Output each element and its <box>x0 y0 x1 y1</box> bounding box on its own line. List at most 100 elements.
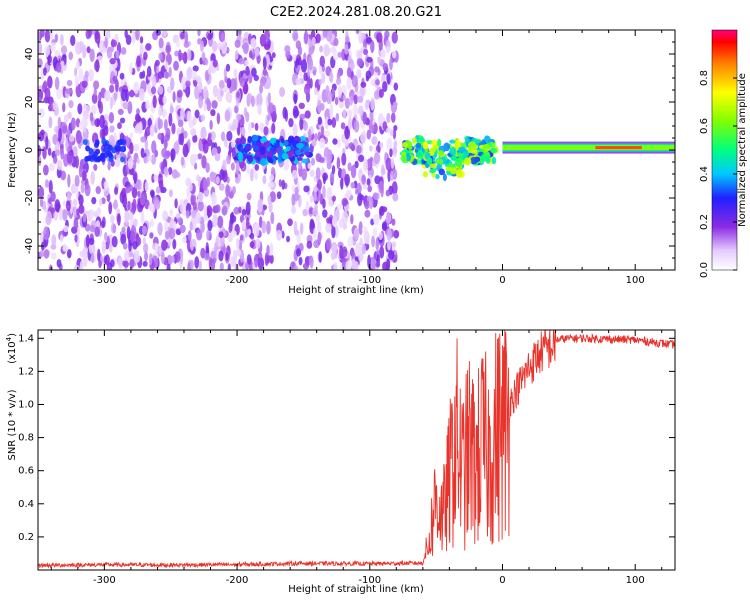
spectrogram-cell <box>142 237 146 245</box>
spectrogram-cell <box>331 243 337 254</box>
spectrogram-cell <box>79 260 84 270</box>
spectrogram-cell <box>52 133 59 145</box>
spectrogram-cell <box>54 33 59 43</box>
spectrogram-cell <box>38 42 43 56</box>
spectrogram-cell <box>84 70 89 78</box>
spectrogram-cell <box>94 142 100 149</box>
spectrogram-cell <box>129 142 134 155</box>
spectrogram-cell <box>326 161 332 170</box>
spectrogram-cell <box>407 141 413 151</box>
spectrogram-cell <box>91 196 97 205</box>
spectrogram-cell <box>218 231 224 238</box>
spectrogram-cell <box>315 33 321 44</box>
spectrogram-cell <box>174 251 181 263</box>
spectrogram-cell <box>87 30 93 38</box>
spectrogram-cell <box>149 189 155 197</box>
spectrogram-cell <box>45 136 49 150</box>
spectrogram-cell <box>197 200 204 212</box>
spectrogram-cell <box>468 141 476 148</box>
spectrogram-cell <box>431 173 436 178</box>
colorbar-ramp <box>711 29 738 271</box>
spectrogram-cell <box>101 240 107 254</box>
spectrogram-cell <box>329 171 335 184</box>
spectrogram-cell <box>171 122 176 135</box>
spectrogram-cell <box>326 156 331 164</box>
spectrogram-cell <box>100 220 105 229</box>
spectrogram-cell <box>99 39 104 51</box>
spectrogram-cell <box>88 148 94 155</box>
spectrogram-cell <box>264 141 270 149</box>
spectrogram-cell <box>341 133 346 143</box>
spectrogram-cell <box>75 130 82 144</box>
spectrogram-cell <box>201 51 206 62</box>
spectrogram-cell <box>101 128 106 140</box>
spectrogram-cell <box>245 65 250 76</box>
spectrogram-cell <box>245 261 249 270</box>
spectrogram-cell <box>185 80 191 87</box>
spectrogram-cell <box>224 137 228 148</box>
spectrogram-cell <box>272 110 277 120</box>
spectrogram-cell <box>388 250 395 260</box>
spectrogram-cell <box>218 250 224 262</box>
spectrogram-cell <box>157 71 164 80</box>
spectrogram-cell <box>311 140 317 147</box>
spectrogram-cell <box>342 108 347 119</box>
spectrogram-cell <box>48 116 53 129</box>
spectrogram-cell <box>183 40 190 49</box>
spectrogram-cell <box>93 156 99 163</box>
spectrogram-cell <box>148 204 153 211</box>
spectrogram-cell <box>246 164 251 175</box>
spectrogram-cell <box>376 32 383 43</box>
spectrogram-cell <box>319 102 325 111</box>
spectrogram-cell <box>93 88 97 96</box>
spectrogram-cell <box>280 138 285 144</box>
spectrogram-cell <box>331 165 336 175</box>
spectrogram-cell <box>129 231 136 243</box>
spectrogram-cell <box>241 220 247 230</box>
spectrogram-cell <box>39 30 45 38</box>
spectrogram-cell <box>341 246 348 258</box>
spectrogram-cell <box>286 235 291 243</box>
spectrogram-cell <box>385 127 391 134</box>
spectrogram-cell <box>77 103 83 115</box>
spectrogram-cell <box>66 150 73 164</box>
spectrogram-cell <box>392 147 398 155</box>
spectrogram-cell <box>78 164 83 178</box>
spectrogram-cell <box>386 46 391 54</box>
spectrogram-cell <box>322 172 329 181</box>
spectrogram-cell <box>307 128 312 143</box>
spectrogram-cell <box>322 30 328 39</box>
spectrogram-cell <box>104 90 111 102</box>
spectrogram-cell <box>142 260 148 267</box>
colorbar: 0.0 0.2 0.4 0.6 0.8 Normalized spectral ampl… <box>699 29 748 278</box>
spectrogram-cell <box>161 239 168 251</box>
spectrogram-cell <box>56 159 63 171</box>
spectrogram-cell <box>56 259 62 268</box>
spectrogram-cell <box>298 266 302 270</box>
spectrogram-cell <box>136 108 140 115</box>
spectrogram-cell <box>75 41 80 55</box>
spectrogram-cell <box>326 237 332 251</box>
colorbar-tick-label: 0.2 <box>699 214 710 230</box>
spectrogram-cell <box>58 207 63 221</box>
spectrogram-cell <box>67 174 71 188</box>
spectrogram-cell <box>246 192 252 201</box>
spectrogram-cell <box>38 90 43 102</box>
spectrogram-cell <box>344 125 351 140</box>
spectrogram-cell <box>177 217 182 224</box>
spectrogram-cell <box>145 43 152 51</box>
spectrogram-cell <box>247 154 254 163</box>
spectrogram-cell <box>297 64 301 71</box>
spectrogram-cell <box>355 30 360 35</box>
spectrogram-cell <box>112 223 117 234</box>
spectrogram-cell <box>281 230 285 239</box>
spectrogram-cell <box>68 134 75 142</box>
spectrogram-cell <box>346 67 352 78</box>
spectrogram-x-ticks: -300 -200 -100 0 100 <box>50 30 663 286</box>
spectrogram-cell <box>219 235 225 248</box>
spectrogram-cell <box>359 86 366 98</box>
spectrogram-cell <box>261 220 267 234</box>
spectrogram-cell <box>312 207 318 216</box>
